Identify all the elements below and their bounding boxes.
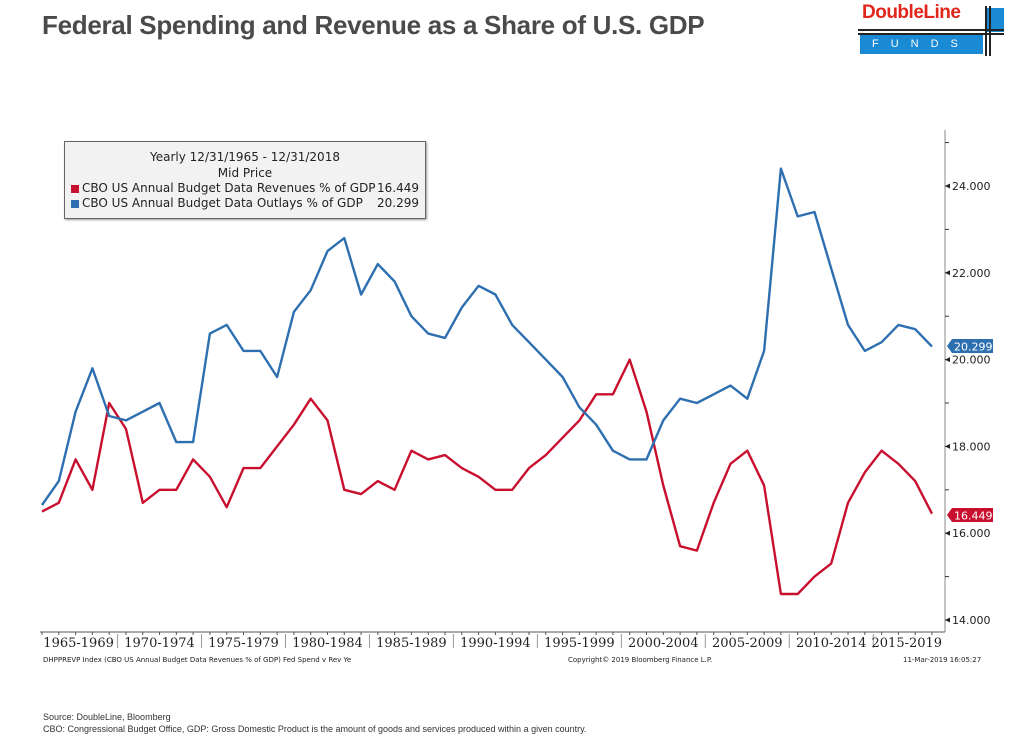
y-tick-arrow xyxy=(945,617,950,623)
x-category-label: 2015-2019 xyxy=(872,636,943,651)
revenues-last-value-tag xyxy=(947,508,993,522)
logo-rule xyxy=(858,29,1004,31)
legend-item-revenues: CBO US Annual Budget Data Revenues % of … xyxy=(65,181,425,196)
x-category-label: 2000-2004 xyxy=(628,636,699,651)
legend-swatch-revenues xyxy=(71,184,79,193)
logo-funds-text: FUNDS xyxy=(860,35,983,54)
outlays-line xyxy=(41,167,933,506)
y-tick-arrow xyxy=(945,357,950,363)
revenues-line xyxy=(41,358,934,596)
x-category-label: 1980-1984 xyxy=(292,636,363,651)
x-category-label: 2010-2014 xyxy=(796,636,867,651)
source-note: Source: DoubleLine, Bloomberg xyxy=(43,712,171,722)
logo-rule xyxy=(985,6,987,56)
legend-label: CBO US Annual Budget Data Outlays % of G… xyxy=(82,196,363,210)
y-tick-arrow xyxy=(945,443,950,449)
y-tick-label: 18.000 xyxy=(952,440,991,453)
legend-price-type: Mid Price xyxy=(217,166,273,180)
x-category-label: 1965-1969 xyxy=(43,636,114,651)
doubleline-logo: DoubleLine FUNDS xyxy=(858,2,1008,56)
index-note: DHPPREVP Index (CBO US Annual Budget Dat… xyxy=(43,656,352,664)
outlays-last-value-label: 20.299 xyxy=(954,341,993,354)
x-category-label: 1975-1979 xyxy=(208,636,279,651)
legend-item-outlays: CBO US Annual Budget Data Outlays % of G… xyxy=(65,196,425,211)
logo-brand-text: DoubleLine xyxy=(862,2,961,23)
y-tick-arrow xyxy=(945,270,950,276)
copyright: Copyright© 2019 Bloomberg Finance L.P. xyxy=(568,656,713,664)
legend-swatch-outlays xyxy=(71,199,79,208)
chart-legend: Yearly 12/31/1965 - 12/31/2018 Mid Price… xyxy=(64,141,426,219)
legend-value: 16.449 xyxy=(377,181,419,195)
x-category-label: 1985-1989 xyxy=(376,636,447,651)
x-category-label: 1990-1994 xyxy=(460,636,531,651)
y-tick-label: 14.000 xyxy=(952,614,991,627)
y-tick-label: 16.000 xyxy=(952,527,991,540)
logo-rule xyxy=(989,6,991,56)
legend-value: 20.299 xyxy=(377,196,419,210)
logo-blue-block xyxy=(987,8,1004,32)
definition-note: CBO: Congressional Budget Office, GDP: G… xyxy=(43,724,587,734)
x-category-label: 1970-1974 xyxy=(124,636,195,651)
y-tick-arrow xyxy=(945,530,950,536)
legend-label: CBO US Annual Budget Data Revenues % of … xyxy=(82,181,376,195)
timestamp: 11-Mar-2019 16:05:27 xyxy=(903,656,982,664)
x-category-label: 2005-2009 xyxy=(712,636,783,651)
legend-period: Yearly 12/31/1965 - 12/31/2018 xyxy=(150,150,340,164)
x-category-label: 1995-1999 xyxy=(544,636,615,651)
logo-rule xyxy=(858,33,1004,35)
y-tick-label: 22.000 xyxy=(952,267,991,280)
page-title: Federal Spending and Revenue as a Share … xyxy=(42,10,705,40)
y-tick-label: 24.000 xyxy=(952,180,991,193)
revenues-last-value-label: 16.449 xyxy=(954,510,993,523)
y-tick-label: 20.000 xyxy=(952,354,991,367)
y-tick-arrow xyxy=(945,183,950,189)
outlays-last-value-tag xyxy=(947,339,993,353)
